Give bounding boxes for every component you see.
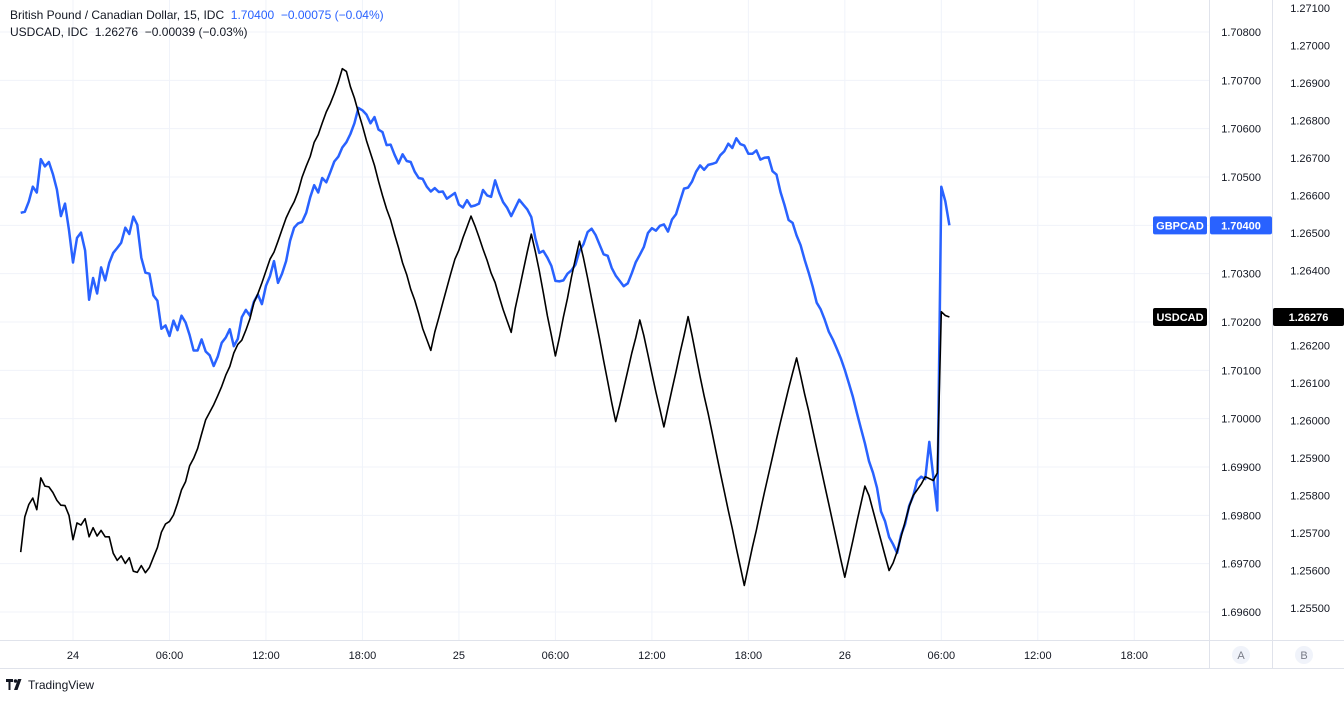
tick-label-gbpcad: 1.69700 [1221,559,1261,571]
tradingview-text: TradingView [28,678,95,692]
tick-label-usdcad: 1.25700 [1290,528,1330,540]
time-tick-label: 24 [67,650,79,662]
tick-label-usdcad: 1.25800 [1290,491,1330,503]
legend: British Pound / Canadian Dollar, 15, IDC… [10,7,384,41]
series-layer [19,67,951,587]
tick-label-gbpcad: 1.69600 [1221,607,1261,619]
price-label-gbpcad: GBPCAD 1.70400 [1153,216,1272,235]
time-tick-label: 12:00 [252,650,280,662]
time-tick-label: 25 [453,650,465,662]
tick-label-usdcad: 1.27100 [1290,3,1330,15]
series-line-usdcad [19,67,950,587]
time-tick-label: 18:00 [735,650,763,662]
legend-change-usdcad: −0.00039 (−0.03%) [144,25,248,39]
tick-label-gbpcad: 1.70600 [1221,124,1261,136]
tick-label-usdcad: 1.25900 [1290,453,1330,465]
tick-label-usdcad: 1.26500 [1290,228,1330,240]
tick-label-gbpcad: 1.69800 [1221,510,1261,522]
series-value-tag-bg [1210,216,1272,235]
price-label-usdcad: USDCAD 1.26276 [1153,308,1344,326]
price-labels: GBPCAD 1.70400 USDCAD 1.26276 [1153,216,1344,326]
scale-button-bg [1295,646,1313,664]
time-tick-label: 12:00 [1024,650,1052,662]
tick-label-gbpcad: 1.70100 [1221,365,1261,377]
legend-last-gbpcad: 1.70400 [230,8,275,22]
legend-title-gbpcad: British Pound / Canadian Dollar, 15, IDC [10,8,225,22]
tick-label-usdcad: 1.26800 [1290,116,1330,128]
series-name-tag: USDCAD [1156,312,1203,324]
legend-row-usdcad[interactable]: USDCAD, IDC 1.26276 −0.00039 (−0.03%) [10,24,384,41]
time-tick-label: 12:00 [638,650,666,662]
tick-label-usdcad: 1.26200 [1290,341,1330,353]
tick-label-gbpcad: 1.70800 [1221,27,1261,39]
series-name-tag: GBPCAD [1156,220,1204,232]
tick-label-gbpcad: 1.70200 [1221,317,1261,329]
time-tick-label: 06:00 [156,650,184,662]
tick-label-usdcad: 1.26400 [1290,266,1330,278]
time-tick-label: 06:00 [928,650,956,662]
tick-label-gbpcad: 1.70000 [1221,414,1261,426]
legend-title-usdcad: USDCAD, IDC [10,25,89,39]
scale-button-label: B [1300,650,1307,662]
series-value-tag: 1.26276 [1289,312,1329,324]
tick-label-usdcad: 1.26700 [1290,153,1330,165]
tick-label-usdcad: 1.26600 [1290,191,1330,203]
tick-label-usdcad: 1.26900 [1290,78,1330,90]
series-name-tag-bg [1153,216,1207,235]
tick-label-gbpcad: 1.70700 [1221,75,1261,87]
series-value-tag: 1.70400 [1221,220,1261,232]
legend-change-gbpcad: −0.00075 (−0.04%) [280,8,384,22]
legend-row-gbpcad[interactable]: British Pound / Canadian Dollar, 15, IDC… [10,7,384,24]
tick-label-usdcad: 1.26100 [1290,378,1330,390]
tick-label-usdcad: 1.27000 [1290,41,1330,53]
tradingview-brand[interactable]: TradingView [6,678,94,692]
time-tick-label: 18:00 [349,650,377,662]
series-name-tag-bg [1153,308,1207,326]
scale-button-label: A [1237,650,1245,662]
time-tick-label: 26 [839,650,851,662]
tick-label-usdcad: 1.25500 [1290,603,1330,615]
time-tick-label: 18:00 [1121,650,1149,662]
time-tick-label: 06:00 [542,650,570,662]
tick-label-gbpcad: 1.70500 [1221,172,1261,184]
scale-button-b[interactable]: B [1295,646,1313,664]
series-value-tag-bg [1273,308,1344,326]
tick-label-gbpcad: 1.70300 [1221,269,1261,281]
scale-button-a[interactable]: A [1232,646,1250,664]
scale-button-bg [1232,646,1250,664]
tradingview-logo-icon [6,679,22,690]
axes: 1.70800 1.70700 1.70600 1.70500 1.70400 1.703… [0,0,1344,669]
tick-label-gbpcad: 1.69900 [1221,462,1261,474]
tick-label-usdcad: 1.26000 [1290,416,1330,428]
tick-label-usdcad: 1.25600 [1290,566,1330,578]
grid [0,0,1209,640]
series-line-gbpcad [20,106,951,555]
legend-last-usdcad: 1.26276 [94,25,139,39]
